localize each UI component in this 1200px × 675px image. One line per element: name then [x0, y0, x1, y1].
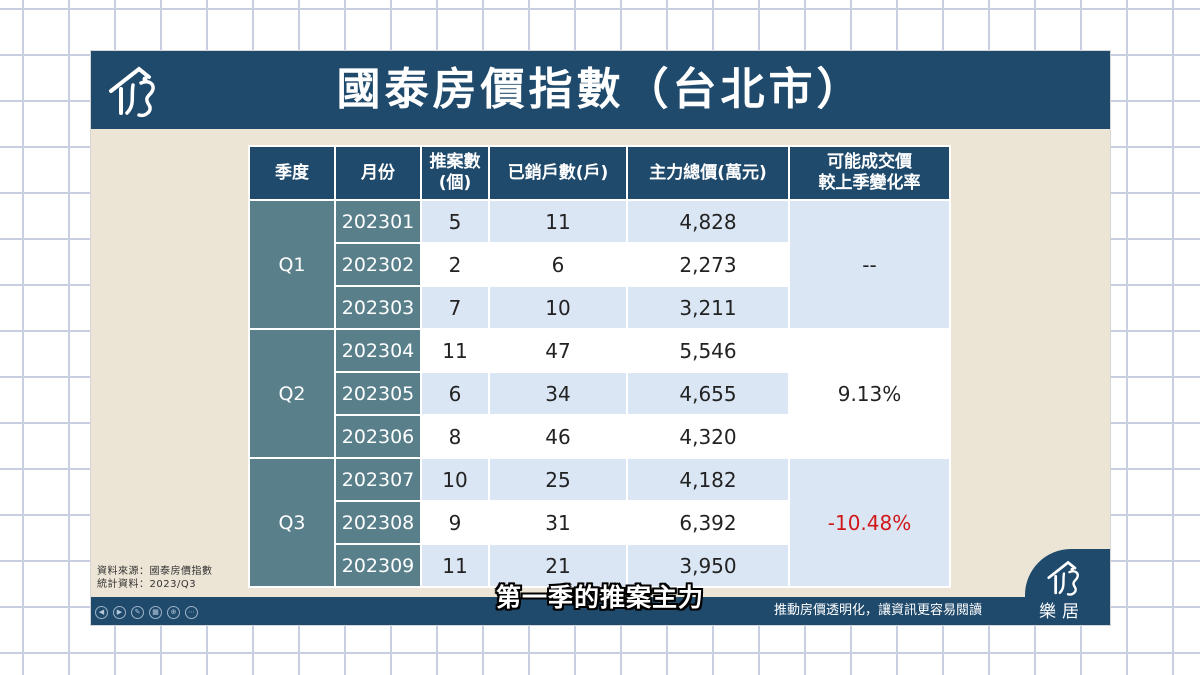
month-cell: 202301	[334, 199, 422, 244]
month-cell: 202308	[334, 500, 422, 545]
sold-cell: 6	[488, 242, 628, 287]
presentation-slide: 國泰房價指數（台北市） 季度 月份 推案數 (個) 已銷戶數(戶) 主力總價(萬元) 可能成…	[91, 51, 1110, 625]
sold-cell: 21	[488, 543, 628, 588]
sold-cell: 46	[488, 414, 628, 459]
stats-period-line: 統計資料：2023/Q3	[97, 579, 197, 590]
table-row: Q2 202304 11 47 5,546 9.13%	[248, 328, 951, 459]
table-row: 202303 7 10 3,211	[249, 285, 950, 330]
video-subtitle: 第一季的推案主力	[495, 583, 704, 612]
slides-overview-icon[interactable]: ▦	[149, 606, 162, 619]
slide-title: 國泰房價指數（台北市）	[336, 64, 865, 115]
title-bar: 國泰房價指數（台北市）	[91, 51, 1110, 129]
leju-brand-badge: 樂居	[1025, 549, 1110, 625]
footer-bar: 推動房價透明化，讓資訊更容易閱讀	[91, 597, 1110, 625]
leju-logo-icon	[109, 66, 155, 118]
price-cell: 5,546	[626, 328, 790, 373]
price-cell: 4,320	[626, 414, 790, 459]
projects-cell: 2	[420, 242, 490, 287]
price-cell: 2,273	[626, 242, 790, 287]
quarter-cell: Q3	[248, 457, 336, 588]
projects-cell: 5	[420, 199, 490, 244]
brand-name: 樂居	[1039, 602, 1085, 622]
column-header: 已銷戶數(戶)	[488, 145, 628, 201]
price-cell: 6,392	[626, 500, 790, 545]
projects-cell: 11	[420, 328, 490, 373]
projects-cell: 9	[420, 500, 490, 545]
pen-tool-icon[interactable]: ✎	[131, 606, 144, 619]
more-options-icon[interactable]: ⋯	[185, 606, 198, 619]
sold-cell: 34	[488, 371, 628, 416]
footer-slogan: 推動房價透明化，讓資訊更容易閱讀	[774, 603, 983, 618]
quarter-change-cell: --	[788, 199, 951, 330]
sold-cell: 10	[488, 285, 628, 330]
table-header-row: 季度 月份 推案數 (個) 已銷戶數(戶) 主力總價(萬元) 可能成交價 較上季變化率	[248, 145, 951, 201]
price-index-table: 季度 月份 推案數 (個) 已銷戶數(戶) 主力總價(萬元) 可能成交價 較上季變化率 Q1 2…	[248, 145, 951, 588]
projects-cell: 11	[420, 543, 490, 588]
table-row: 202309 11 21 3,950	[249, 543, 950, 588]
column-header: 季度	[248, 145, 336, 201]
table-row: 202305 6 34 4,655	[249, 371, 950, 416]
table-row: Q1 202301 5 11 4,828 --	[248, 199, 951, 330]
projects-cell: 6	[420, 371, 490, 416]
table-row: Q3 202307 10 25 4,182 -10.48%	[248, 457, 951, 588]
month-cell: 202306	[334, 414, 422, 459]
leju-logo-icon	[1047, 560, 1079, 596]
table-row: 202306 8 46 4,320	[249, 414, 950, 459]
projects-cell: 8	[420, 414, 490, 459]
column-header: 主力總價(萬元)	[626, 145, 790, 201]
column-header: 月份	[334, 145, 422, 201]
month-cell: 202303	[334, 285, 422, 330]
sold-cell: 11	[488, 199, 628, 244]
month-cell: 202302	[334, 242, 422, 287]
price-cell: 3,950	[626, 543, 790, 588]
quarter-change-cell: 9.13%	[788, 328, 951, 459]
price-cell: 3,211	[626, 285, 790, 330]
sold-cell: 25	[488, 457, 628, 502]
projects-cell: 10	[420, 457, 490, 502]
column-header: 可能成交價 較上季變化率	[788, 145, 951, 201]
price-cell: 4,828	[626, 199, 790, 244]
price-cell: 4,655	[626, 371, 790, 416]
quarter-cell: Q2	[248, 328, 336, 459]
zoom-icon[interactable]: ⊕	[167, 606, 180, 619]
next-slide-icon[interactable]: ▶	[113, 606, 126, 619]
sold-cell: 31	[488, 500, 628, 545]
quarter-change-cell: -10.48%	[788, 457, 951, 588]
projects-cell: 7	[420, 285, 490, 330]
quarter-cell: Q1	[248, 199, 336, 330]
month-cell: 202305	[334, 371, 422, 416]
data-source-note: 資料來源：國泰房價指數 統計資料：2023/Q3	[97, 565, 213, 591]
slideshow-controls: ◀ ▶ ✎ ▦ ⊕ ⋯	[95, 606, 198, 619]
previous-slide-icon[interactable]: ◀	[95, 606, 108, 619]
table-row: 202308 9 31 6,392	[249, 500, 950, 545]
source-line: 資料來源：國泰房價指數	[97, 566, 213, 577]
month-cell: 202309	[334, 543, 422, 588]
month-cell: 202307	[334, 457, 422, 502]
month-cell: 202304	[334, 328, 422, 373]
sold-cell: 47	[488, 328, 628, 373]
column-header: 推案數 (個)	[420, 145, 490, 201]
table-row: 202302 2 6 2,273	[249, 242, 950, 287]
price-cell: 4,182	[626, 457, 790, 502]
